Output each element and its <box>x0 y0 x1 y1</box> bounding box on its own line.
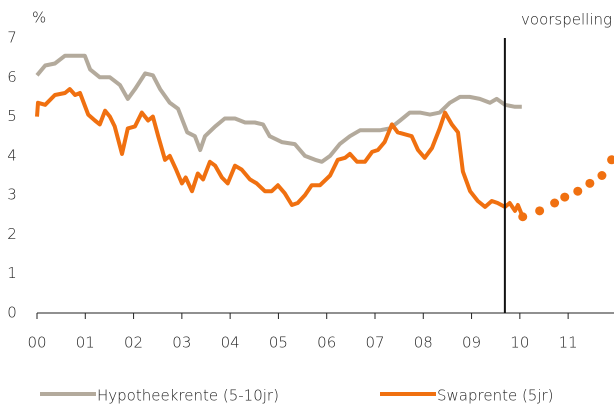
forecast-point <box>560 192 570 202</box>
y-tick-label: 0 <box>7 304 17 322</box>
forecast-point <box>597 171 607 180</box>
forecast-point <box>585 178 595 188</box>
x-tick-label: 09 <box>462 334 481 352</box>
forecast-point <box>607 155 614 165</box>
y-tick-label: 5 <box>7 107 17 125</box>
x-tick-label: 06 <box>317 334 336 352</box>
legend-label: Hypotheekrente (5-10jr) <box>97 387 279 405</box>
x-tick-label: 03 <box>172 334 191 352</box>
x-tick-label: 05 <box>269 334 288 352</box>
x-tick-label: 04 <box>221 334 240 352</box>
y-tick-label: 6 <box>7 68 17 86</box>
x-tick-label: 00 <box>27 334 46 352</box>
y-tick-label: 3 <box>7 186 17 204</box>
y-tick-label: 2 <box>7 225 17 243</box>
forecast-point <box>535 206 545 216</box>
y-tick-label: 4 <box>7 146 17 164</box>
forecast-point <box>550 198 560 208</box>
y-unit-label: % <box>32 9 46 27</box>
x-tick-label: 07 <box>365 334 384 352</box>
y-tick-label: 1 <box>7 264 17 282</box>
forecast-point <box>573 186 583 196</box>
series-line <box>35 53 522 164</box>
forecast-point <box>518 212 528 222</box>
annotation-label: voorspelling <box>521 11 612 29</box>
x-tick-label: 11 <box>559 334 578 352</box>
legend-label: Swaprente (5jr) <box>437 387 554 405</box>
x-tick-label: 01 <box>76 334 95 352</box>
y-tick-label: 7 <box>7 29 17 47</box>
series-line <box>35 87 525 218</box>
x-tick-label: 10 <box>510 334 529 352</box>
x-tick-label: 02 <box>124 334 143 352</box>
x-tick-label: 08 <box>414 334 433 352</box>
